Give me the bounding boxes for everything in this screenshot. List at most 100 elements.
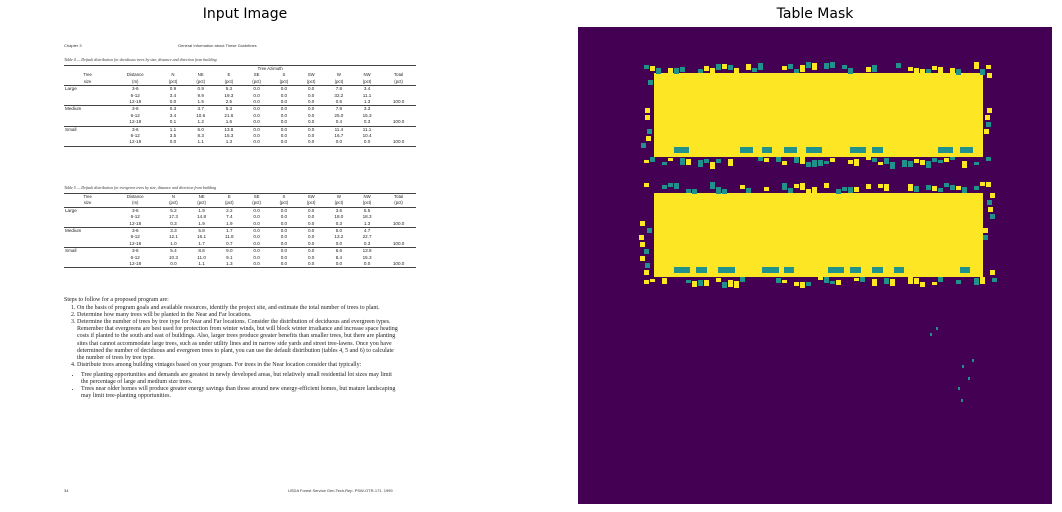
table-cell: 11.1 xyxy=(362,92,372,98)
table-cell: 6-12 xyxy=(130,133,140,139)
table2-mask-edge-bottom xyxy=(776,278,781,283)
table1-mask-edge-left xyxy=(641,143,646,148)
table-cell: 0.0 xyxy=(280,133,288,139)
table1-mask-edge-bottom xyxy=(926,161,931,168)
table-cell: 6-12 xyxy=(130,254,140,260)
mask-overlay xyxy=(639,62,997,402)
table1-mask-edge-bottom xyxy=(914,159,919,163)
table-cell: 0.0 xyxy=(307,119,315,125)
table-cell: 10.3 xyxy=(168,254,178,260)
table1-mask-edge-bottom xyxy=(758,157,763,161)
table-cell: 0.0 xyxy=(297,125,325,134)
table1-mask-edge-top xyxy=(932,66,937,70)
table-cell: 3-6 xyxy=(111,227,160,235)
table1-mask-gap xyxy=(938,147,953,153)
table1-mask-edge-top xyxy=(974,62,979,69)
table2-mask-edge-right xyxy=(987,200,992,205)
table1-mask-edge-bottom xyxy=(662,162,667,165)
table2-mask-edge-top xyxy=(884,184,889,191)
table2-mask-edge-top xyxy=(764,187,769,191)
table-cell: 13.2 xyxy=(334,234,344,240)
table-cell: 1.2 xyxy=(197,119,204,125)
table2-mask-edge-left xyxy=(640,256,645,261)
table-cell: 0.3 xyxy=(363,119,371,125)
table-cell: 6-12 xyxy=(130,112,140,118)
table-cell xyxy=(381,247,416,255)
table-row: 12-18 0.0 1.5 2.5 0.0 0.0 0.0 0.5 1.3 100.0 xyxy=(64,99,416,106)
table1-mask-edge-left xyxy=(645,108,650,113)
table1-mask-edge-top xyxy=(734,68,739,75)
table1-mask-edge-top xyxy=(794,69,799,73)
column-unit: (pct) xyxy=(186,78,215,87)
table-cell: 3.6 xyxy=(335,207,343,213)
table-cell: 3.4 xyxy=(169,112,177,118)
table-cell: 5.3 xyxy=(225,86,233,92)
table-mask-image xyxy=(578,27,1052,504)
table2-mask-gap xyxy=(850,267,861,273)
table-cell: 0.0 xyxy=(253,86,260,92)
table1-mask-edge-top xyxy=(668,68,673,73)
input-document-page: Chapter 3 General Information about Thes… xyxy=(58,27,432,504)
column-header: Tree xyxy=(64,193,112,201)
table-cell: 1.9 xyxy=(226,220,233,226)
table1-mask-edge-bottom xyxy=(944,158,949,162)
table-row: 6-12 3.4 9.9 19.3 0.0 0.0 0.0 32.2 11.1 xyxy=(64,93,416,99)
table-cell: 0.7 xyxy=(226,240,233,246)
table-cell: 0.0 xyxy=(242,227,271,235)
table1-mask-edge-top xyxy=(698,69,703,73)
table1-mask-edge-bottom xyxy=(650,157,655,162)
table-cell: 0.4 xyxy=(335,119,343,125)
table1-mask-edge-top xyxy=(866,67,871,72)
column-header: NE xyxy=(197,72,204,78)
table1-mask-edge-bottom xyxy=(938,160,943,163)
table-cell: 6-12 xyxy=(130,214,140,220)
table-cell: 0.0 xyxy=(253,214,260,220)
table-cell: 8.3 xyxy=(197,133,204,139)
table-cell: 3-6 xyxy=(111,105,160,113)
table-row: 6-12 12.1 16.1 11.8 0.0 0.0 0.0 13.2 22.7 xyxy=(64,234,416,240)
table1-mask-edge-top xyxy=(926,69,931,73)
column-unit: (pct) xyxy=(270,200,298,208)
table1-mask-gap xyxy=(850,147,866,153)
column-unit: (pct) xyxy=(215,200,243,208)
table2-mask-edge-top xyxy=(944,183,949,187)
table2-mask-edge-bottom xyxy=(860,277,865,282)
table-cell: 0.0 xyxy=(280,240,288,246)
table1-mask-gap xyxy=(960,147,973,153)
table1-mask-edge-bottom xyxy=(848,160,853,164)
table-cell: 0.0 xyxy=(307,99,315,105)
table1-mask-edge-bottom xyxy=(728,159,733,166)
table-cell: 0.0 xyxy=(253,207,260,213)
table2-mask-edge-top xyxy=(746,188,751,193)
column-unit: (pct) xyxy=(270,78,298,87)
column-unit: (m) xyxy=(111,78,160,87)
table-cell: 3-6 xyxy=(111,125,160,134)
table-cell: 0.0 xyxy=(280,207,288,213)
deciduous-distribution-table: Tree Azimuth Tree Distance N NE E SE S SW W NW Tot… xyxy=(64,65,416,147)
table2-mask-gap xyxy=(696,267,707,273)
table2-mask-gap xyxy=(960,267,970,273)
table1-mask-edge-top xyxy=(938,67,943,74)
table-cell: 0.0 xyxy=(270,105,298,113)
table-row: 6-12 3.4 10.6 21.6 0.0 0.0 0.0 25.0 15.3 xyxy=(64,113,416,119)
step-item: Distribute trees among building vintages… xyxy=(77,362,398,369)
table1-mask-edge-bottom xyxy=(716,159,721,163)
table2-mask-edge-bottom xyxy=(806,282,811,286)
column-header: Distance xyxy=(111,193,160,201)
table2-mask-edge-top xyxy=(932,186,937,191)
column-header: N xyxy=(159,193,188,201)
table1-mask-edge-bottom xyxy=(962,161,967,168)
table2-mask-edge-bottom xyxy=(980,277,985,284)
table-row: Small 3-6 1.1 6.0 13.8 0.0 0.0 0.0 11.4 11.1 xyxy=(64,125,416,134)
table-cell: 5.5 xyxy=(363,207,371,213)
table-row: 6-12 17.3 14.8 7.4 0.0 0.0 0.0 18.0 18.3 xyxy=(64,214,416,220)
table-cell: 11.8 xyxy=(225,234,234,240)
table2-mask-edge-top xyxy=(716,187,721,194)
table-cell: 0.0 xyxy=(270,261,298,269)
table2-mask-gap xyxy=(784,267,794,273)
table1-mask-edge-bottom xyxy=(932,158,937,162)
table1-mask-edge-bottom xyxy=(710,162,715,169)
column-header: NW xyxy=(352,193,382,201)
table2-mask-edge-bottom xyxy=(920,282,925,287)
table-cell: 13.8 xyxy=(352,247,382,255)
